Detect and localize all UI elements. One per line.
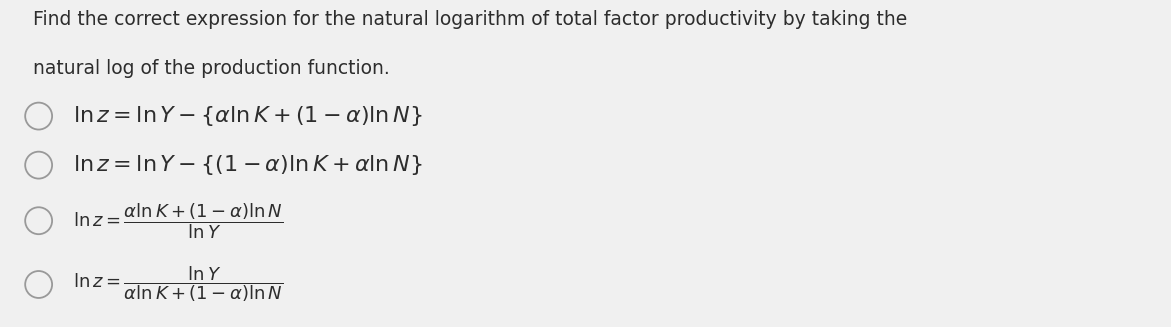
Text: $\ln z = \ln Y - \{\alpha \ln K + (1 - \alpha) \ln N\}$: $\ln z = \ln Y - \{\alpha \ln K + (1 - \… bbox=[73, 104, 423, 128]
Text: natural log of the production function.: natural log of the production function. bbox=[33, 59, 390, 78]
Ellipse shape bbox=[26, 271, 52, 298]
Text: $\ln z = \dfrac{\ln Y}{\alpha \ln K + (1-\alpha) \ln N}$: $\ln z = \dfrac{\ln Y}{\alpha \ln K + (1… bbox=[73, 265, 283, 304]
Ellipse shape bbox=[26, 103, 52, 129]
Ellipse shape bbox=[26, 152, 52, 179]
Text: $\ln z = \ln Y - \{(1 - \alpha) \ln K + \alpha \ln N\}$: $\ln z = \ln Y - \{(1 - \alpha) \ln K + … bbox=[73, 153, 423, 177]
Text: Find the correct expression for the natural logarithm of total factor productivi: Find the correct expression for the natu… bbox=[33, 10, 908, 29]
Text: $\ln z = \dfrac{\alpha \ln K + (1-\alpha) \ln N}{\ln Y}$: $\ln z = \dfrac{\alpha \ln K + (1-\alpha… bbox=[73, 201, 283, 241]
Ellipse shape bbox=[26, 207, 52, 234]
